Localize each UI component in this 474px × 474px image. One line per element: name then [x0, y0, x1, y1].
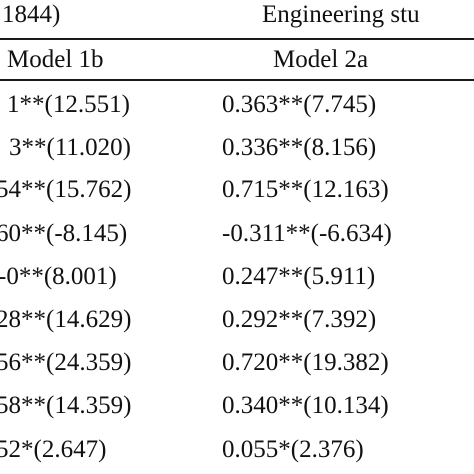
- row-7-model-2a: 0.720**(19.382): [222, 349, 389, 376]
- group-header-left: 1844): [2, 1, 61, 28]
- column-header-model-1b: Model 1b: [7, 46, 104, 73]
- row-5-model-2a: 0.247**(5.911): [222, 263, 376, 290]
- row-1-model-1b: 1**(12.551): [7, 91, 130, 118]
- header-rule: [0, 38, 474, 40]
- row-9-model-2a: 0.055*(2.376): [222, 436, 364, 463]
- row-7-model-1b: 56**(24.359): [0, 349, 132, 376]
- row-9-model-1b: 52*(2.647): [0, 436, 107, 463]
- row-4-model-1b: 60**(-8.145): [0, 220, 128, 247]
- row-4-model-2a: -0.311**(-6.634): [222, 220, 392, 247]
- row-2-model-2a: 0.336**(8.156): [222, 134, 377, 161]
- row-8-model-1b: 58**(14.359): [0, 392, 132, 419]
- column-header-rule: [0, 79, 474, 81]
- row-2-model-1b: 3**(11.020): [9, 134, 131, 161]
- column-header-model-2a: Model 2a: [273, 46, 369, 73]
- row-8-model-2a: 0.340**(10.134): [222, 392, 389, 419]
- row-3-model-2a: 0.715**(12.163): [222, 176, 389, 203]
- row-6-model-2a: 0.292**(7.392): [222, 306, 377, 333]
- row-5-model-1b: -0**(8.001): [0, 263, 117, 290]
- row-6-model-1b: 28**(14.629): [0, 306, 132, 333]
- row-1-model-2a: 0.363**(7.745): [222, 91, 377, 118]
- group-header-engineering: Engineering stu: [262, 1, 420, 28]
- row-3-model-1b: 54**(15.762): [0, 176, 132, 203]
